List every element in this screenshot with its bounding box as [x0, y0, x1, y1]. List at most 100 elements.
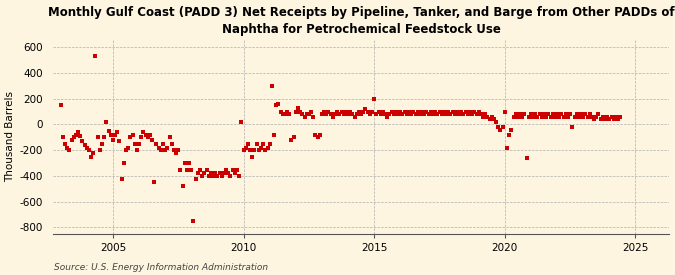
- Point: [467, 112, 478, 116]
- Point: [225, 174, 236, 178]
- Point: [375, 112, 386, 116]
- Point: [62, 145, 73, 150]
- Point: [576, 112, 587, 116]
- Point: [362, 109, 373, 114]
- Point: [315, 133, 325, 137]
- Point: [140, 133, 151, 137]
- Point: [234, 174, 244, 178]
- Point: [356, 112, 367, 116]
- Point: [589, 117, 599, 122]
- Point: [134, 142, 144, 146]
- Point: [73, 130, 84, 134]
- Point: [345, 109, 356, 114]
- Point: [338, 112, 349, 116]
- Point: [569, 115, 580, 119]
- Point: [336, 109, 347, 114]
- Point: [77, 139, 88, 144]
- Point: [452, 109, 462, 114]
- Point: [514, 112, 525, 116]
- Point: [562, 115, 573, 119]
- Point: [59, 142, 70, 146]
- Point: [271, 103, 281, 107]
- Point: [329, 112, 340, 116]
- Point: [160, 148, 171, 152]
- Point: [458, 112, 469, 116]
- Point: [500, 109, 510, 114]
- Point: [247, 155, 258, 159]
- Point: [286, 138, 297, 142]
- Point: [610, 115, 621, 119]
- Point: [443, 109, 454, 114]
- Point: [186, 167, 196, 172]
- Title: Monthly Gulf Coast (PADD 3) Net Receipts by Pipeline, Tanker, and Barge from Oth: Monthly Gulf Coast (PADD 3) Net Receipts…: [48, 6, 674, 35]
- Point: [251, 142, 262, 146]
- Point: [565, 112, 576, 116]
- Point: [327, 115, 338, 119]
- Point: [427, 112, 438, 116]
- Point: [178, 184, 188, 188]
- Point: [210, 171, 221, 176]
- Point: [157, 142, 168, 146]
- Point: [473, 109, 484, 114]
- Point: [597, 115, 608, 119]
- Point: [203, 174, 214, 178]
- Point: [388, 112, 399, 116]
- Point: [227, 167, 238, 172]
- Point: [354, 109, 364, 114]
- Point: [304, 112, 315, 116]
- Point: [578, 115, 589, 119]
- Point: [580, 112, 591, 116]
- Point: [334, 112, 345, 116]
- Point: [182, 167, 192, 172]
- Point: [414, 112, 425, 116]
- Y-axis label: Thousand Barrels: Thousand Barrels: [5, 91, 16, 182]
- Point: [535, 112, 545, 116]
- Point: [205, 171, 216, 176]
- Point: [419, 112, 430, 116]
- Point: [517, 115, 528, 119]
- Point: [439, 109, 450, 114]
- Point: [567, 125, 578, 129]
- Point: [510, 112, 521, 116]
- Point: [171, 151, 182, 155]
- Point: [441, 112, 452, 116]
- Point: [460, 109, 471, 114]
- Point: [192, 171, 203, 176]
- Point: [382, 115, 393, 119]
- Point: [101, 120, 112, 124]
- Point: [88, 151, 99, 155]
- Point: [219, 171, 230, 176]
- Point: [508, 115, 519, 119]
- Point: [84, 148, 95, 152]
- Point: [277, 112, 288, 116]
- Point: [230, 171, 240, 176]
- Point: [99, 135, 109, 139]
- Point: [82, 145, 92, 150]
- Point: [79, 143, 90, 147]
- Point: [454, 112, 464, 116]
- Point: [456, 109, 466, 114]
- Point: [273, 102, 284, 106]
- Point: [184, 161, 194, 165]
- Point: [142, 135, 153, 139]
- Point: [391, 109, 402, 114]
- Point: [543, 112, 554, 116]
- Point: [352, 112, 362, 116]
- Point: [349, 115, 360, 119]
- Point: [164, 135, 175, 139]
- Point: [599, 117, 610, 122]
- Point: [149, 180, 160, 185]
- Point: [502, 145, 512, 150]
- Point: [116, 176, 127, 181]
- Point: [190, 176, 201, 181]
- Point: [591, 115, 601, 119]
- Point: [319, 109, 329, 114]
- Point: [127, 133, 138, 137]
- Point: [347, 112, 358, 116]
- Point: [558, 115, 569, 119]
- Point: [240, 145, 251, 150]
- Point: [109, 133, 120, 137]
- Point: [197, 174, 208, 178]
- Point: [68, 135, 79, 139]
- Point: [297, 112, 308, 116]
